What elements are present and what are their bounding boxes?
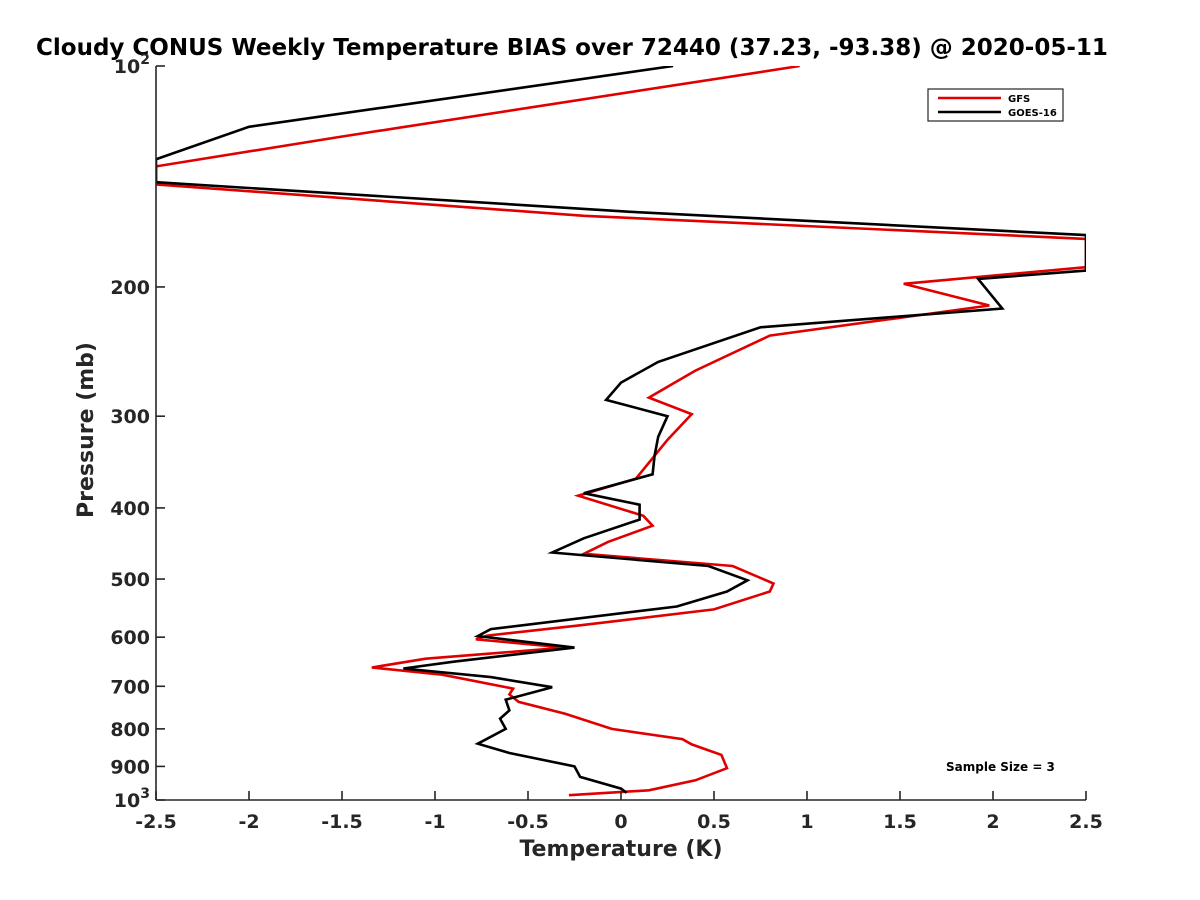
legend-entry-label: GFS xyxy=(1008,94,1030,105)
x-tick-label: -2 xyxy=(238,811,259,833)
x-tick-label: 1.5 xyxy=(883,811,917,833)
series-line-gfs xyxy=(156,66,1086,797)
y-tick-label: 103 xyxy=(114,786,150,812)
plot-area xyxy=(155,66,1086,801)
x-tick-label: -2.5 xyxy=(135,811,177,833)
y-tick-label: 800 xyxy=(110,719,150,741)
y-tick-label: 700 xyxy=(110,676,150,698)
sample-size-annotation: Sample Size = 3 xyxy=(946,760,1055,774)
x-tick-label: 0.5 xyxy=(697,811,731,833)
x-tick-label: 2 xyxy=(986,811,999,833)
y-tick-label: 400 xyxy=(110,498,150,520)
x-tick-label: 2.5 xyxy=(1069,811,1103,833)
y-tick-label: 900 xyxy=(110,756,150,778)
y-tick-label: 102 xyxy=(114,52,150,78)
y-tick-label: 300 xyxy=(110,406,150,428)
series-line-goes-16 xyxy=(156,66,1086,794)
y-tick-label: 500 xyxy=(110,569,150,591)
x-axis: -2.5 -2 -1.5 -1 -0.5 0 0.5 1 1.5 2 2.5 xyxy=(135,791,1103,833)
y-tick-label: 200 xyxy=(110,277,150,299)
x-tick-label: -1 xyxy=(424,811,445,833)
legend-box xyxy=(927,88,1064,122)
y-axis-label: Pressure (mb) xyxy=(74,342,99,518)
series-lines xyxy=(156,66,1086,797)
y-axis: 102 200 300 400 500 600 700 800 900 103 xyxy=(110,52,165,812)
x-tick-label: -0.5 xyxy=(507,811,549,833)
x-axis-label: Temperature (K) xyxy=(519,837,722,862)
x-tick-label: 0 xyxy=(614,811,627,833)
legend: GFS GOES-16 xyxy=(927,88,1064,122)
chart-title: Cloudy CONUS Weekly Temperature BIAS ove… xyxy=(36,35,1108,61)
y-tick-label: 600 xyxy=(110,627,150,649)
x-tick-label: -1.5 xyxy=(321,811,363,833)
x-tick-label: 1 xyxy=(800,811,813,833)
legend-entry-label: GOES-16 xyxy=(1008,108,1057,119)
